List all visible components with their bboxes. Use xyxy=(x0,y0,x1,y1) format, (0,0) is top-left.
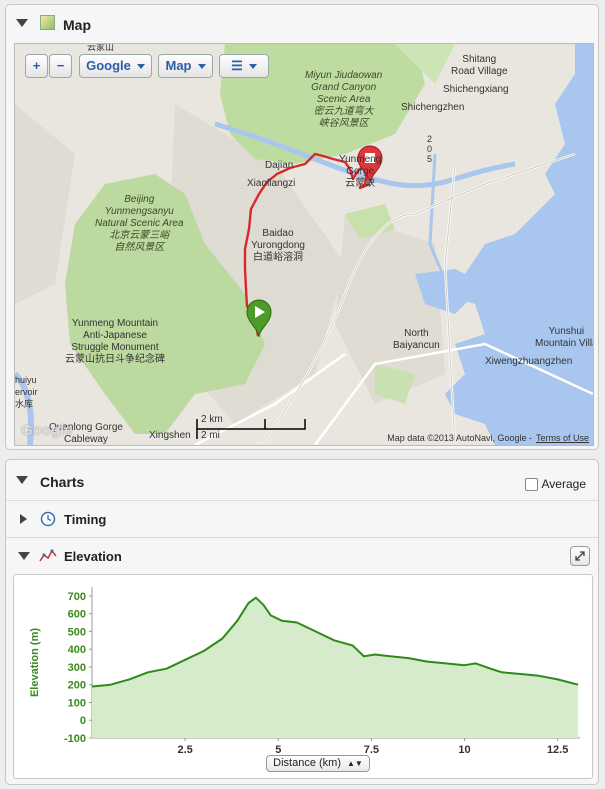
section-row-elevation[interactable]: Elevation xyxy=(6,537,598,574)
map-type-select[interactable]: Map xyxy=(158,54,213,78)
google-logo: Google xyxy=(21,422,73,439)
map-view[interactable]: + − Google Map ☰ 云家山 Shitang Road Villag… xyxy=(14,43,594,446)
x-tick-label: 5 xyxy=(275,744,281,753)
start-marker-icon[interactable] xyxy=(244,299,274,339)
charts-panel: Charts Average Timing Elevation -100 0 100… xyxy=(5,459,599,785)
x-tick-label: 10 xyxy=(458,744,470,753)
map-terrain xyxy=(15,44,593,445)
map-label: huiyu ervoir 水库 xyxy=(15,375,38,409)
elevation-line xyxy=(91,596,579,688)
x-axis-select-label: Distance (km) xyxy=(273,757,341,769)
elevation-chart-svg: -100 0 100 200 300 400 500 600 700 2.5 5 7.5 10 12.5 E… xyxy=(29,587,580,756)
charts-title: Charts xyxy=(40,474,85,490)
y-tick-label: 600 xyxy=(68,609,86,621)
average-toggle[interactable]: Average xyxy=(524,477,586,491)
average-checkbox[interactable] xyxy=(524,477,538,491)
map-label: Shichengzhen xyxy=(401,102,465,113)
section-label: Timing xyxy=(64,512,107,527)
scale-mi-label: 2 mi xyxy=(201,430,220,441)
expand-chart-button[interactable] xyxy=(570,546,590,566)
expand-icon xyxy=(575,551,585,561)
scale-km-label: 2 km xyxy=(201,414,223,425)
y-tick-label: 400 xyxy=(68,644,86,656)
map-label: Quanlong Gorge Cableway xyxy=(49,422,123,445)
y-tick-label: 500 xyxy=(68,626,86,638)
expand-triangle-icon[interactable] xyxy=(20,514,27,524)
map-panel-header[interactable]: Map xyxy=(6,5,598,39)
map-icon xyxy=(40,15,55,30)
updown-arrow-icon: ▲▼ xyxy=(347,759,363,768)
layers-icon: ☰ xyxy=(231,58,243,73)
map-label: Yunmeng Gorge 云蒙峡 xyxy=(339,154,382,189)
map-label: Xiwengzhuangzhen xyxy=(485,356,573,367)
layers-button[interactable]: ☰ xyxy=(219,54,269,78)
elevation-area xyxy=(92,597,579,738)
x-tick-label: 2.5 xyxy=(177,744,192,753)
map-title: Map xyxy=(63,17,91,33)
map-label: 2 0 5 xyxy=(427,134,433,164)
zoom-in-button[interactable]: + xyxy=(25,54,48,78)
y-tick-label: -100 xyxy=(64,733,86,745)
collapse-triangle-icon[interactable] xyxy=(18,552,30,560)
y-axis-label: Elevation (m) xyxy=(29,628,41,697)
map-provider-label: Google xyxy=(86,58,131,73)
chevron-down-icon xyxy=(197,64,206,70)
zoom-out-button[interactable]: − xyxy=(49,54,72,78)
y-tick-label: 200 xyxy=(68,680,86,692)
collapse-triangle-icon[interactable] xyxy=(16,19,28,27)
map-label: North Baiyancun xyxy=(393,328,440,351)
map-label: Yunshui Mountain Villa xyxy=(535,326,593,349)
section-label: Elevation xyxy=(64,549,122,564)
map-type-label: Map xyxy=(165,58,192,73)
x-tick-label: 7.5 xyxy=(364,744,379,753)
chevron-down-icon xyxy=(136,64,145,70)
chevron-down-icon xyxy=(248,64,257,70)
y-tick-label: 100 xyxy=(68,697,86,709)
section-row-timing[interactable]: Timing xyxy=(6,500,598,537)
average-label: Average xyxy=(541,477,586,491)
attribution-text: Map data ©2013 AutoNavi, Google - xyxy=(387,433,532,443)
end-marker-icon[interactable] xyxy=(355,145,385,185)
map-label: Yunmeng Mountain Anti-Japanese Struggle … xyxy=(65,318,165,365)
map-label: Beijing Yunmengsanyu Natural Scenic Area… xyxy=(95,194,184,253)
y-tick-label: 0 xyxy=(80,715,86,727)
y-tick-label: 700 xyxy=(68,591,86,603)
map-label: Miyun Jiudaowan Grand Canyon Scenic Area… xyxy=(305,70,383,129)
y-tick-label: 300 xyxy=(68,662,86,674)
map-provider-select[interactable]: Google xyxy=(79,54,152,78)
elevation-icon xyxy=(39,549,57,562)
collapse-triangle-icon[interactable] xyxy=(16,476,28,484)
charts-panel-header[interactable]: Charts xyxy=(6,460,598,494)
clock-icon xyxy=(40,511,56,527)
map-panel: Map xyxy=(5,4,599,450)
map-attribution: Map data ©2013 AutoNavi, Google - Terms o… xyxy=(387,433,589,443)
x-axis-select[interactable]: Distance (km) ▲▼ xyxy=(266,755,370,772)
map-label: Xiaoliangzi xyxy=(247,178,296,189)
x-tick-label: 12.5 xyxy=(547,744,568,753)
map-label: Baidao Yurongdong 白道峪溶洞 xyxy=(251,228,305,263)
map-label: Xingshen xyxy=(149,430,191,441)
map-label: 云家山 xyxy=(87,43,115,52)
map-label: Dajian xyxy=(265,160,294,171)
map-label: Shitang Road Village xyxy=(451,54,508,77)
terms-of-use-link[interactable]: Terms of Use xyxy=(535,433,589,443)
map-label: Shichengxiang xyxy=(443,84,509,95)
elevation-chart: -100 0 100 200 300 400 500 600 700 2.5 5 7.5 10 12.5 E… xyxy=(13,574,593,779)
